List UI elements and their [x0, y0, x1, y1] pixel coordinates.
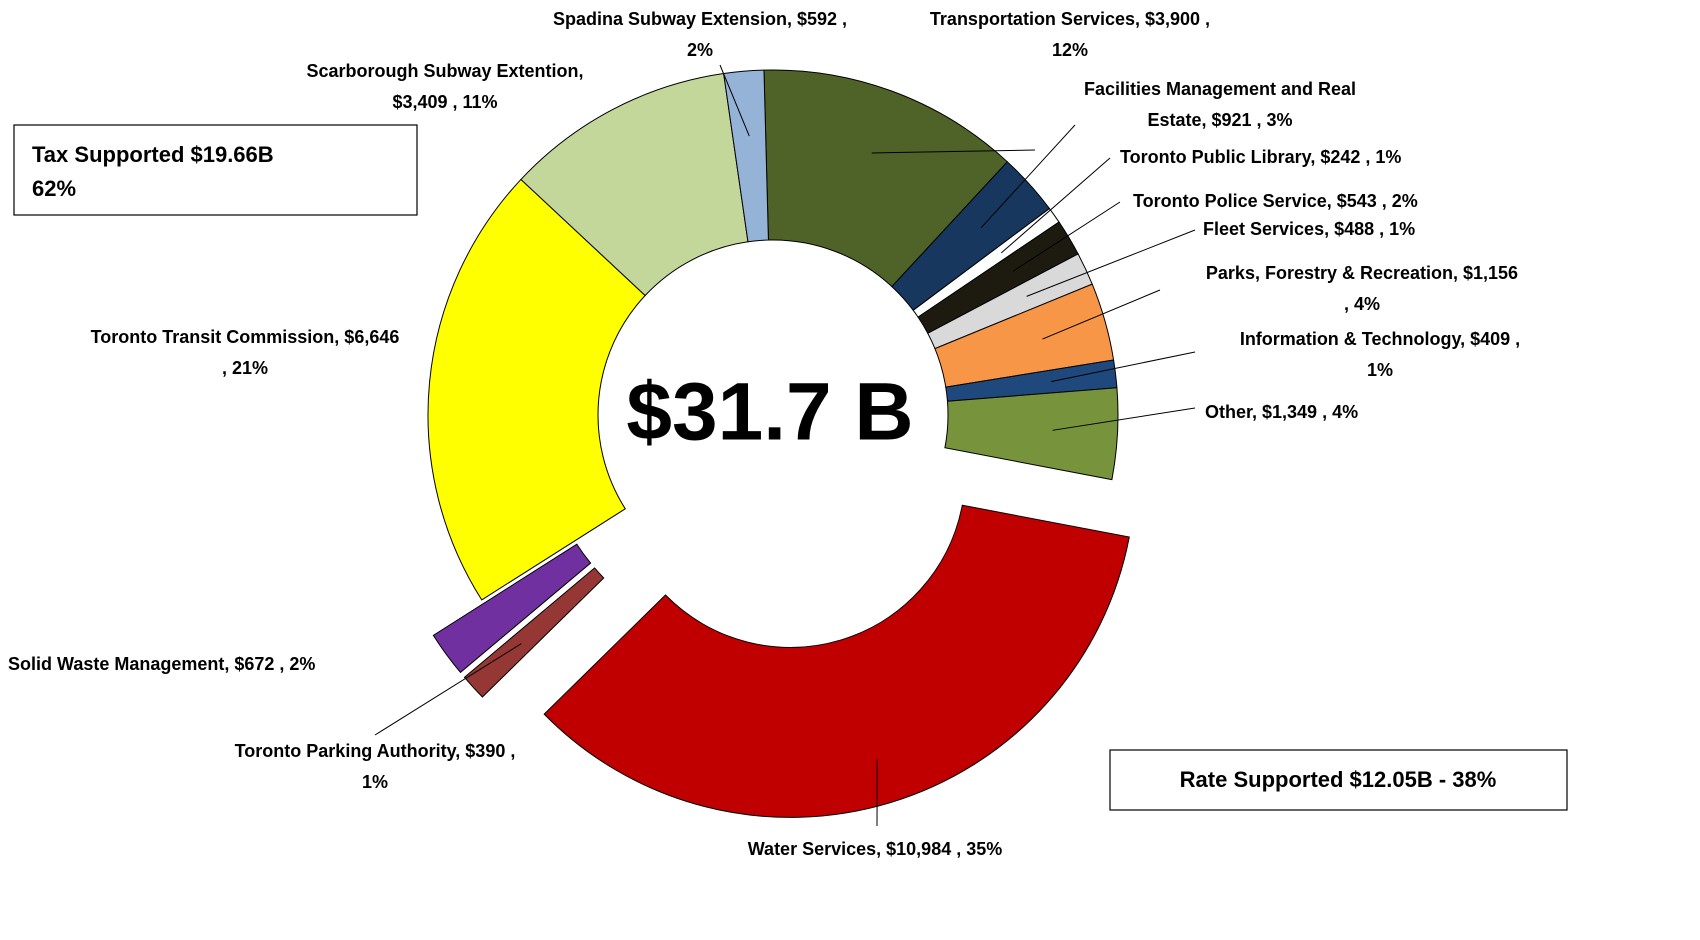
data-label: Water Services, $10,984 , 35% [748, 839, 1003, 859]
data-label: 2% [687, 40, 713, 60]
data-label: Transportation Services, $3,900 , [930, 9, 1210, 29]
data-label: Toronto Transit Commission, $6,646 [91, 327, 400, 347]
data-label: Toronto Public Library, $242 , 1% [1120, 147, 1401, 167]
segment [945, 388, 1118, 480]
segment [544, 505, 1129, 817]
annotation: Rate Supported $12.05B - 38% [1180, 767, 1497, 792]
data-label: Information & Technology, $409 , [1240, 329, 1520, 349]
data-label: 1% [1367, 360, 1393, 380]
data-label: Fleet Services, $488 , 1% [1203, 219, 1415, 239]
data-label: Estate, $921 , 3% [1147, 110, 1292, 130]
data-label: 12% [1052, 40, 1088, 60]
center-label: $31.7 B [626, 367, 913, 458]
data-label: Facilities Management and Real [1084, 79, 1356, 99]
annotation-box [14, 125, 417, 215]
data-label: , 4% [1344, 294, 1380, 314]
data-label: Toronto Police Service, $543 , 2% [1133, 191, 1418, 211]
data-label: Parks, Forestry & Recreation, $1,156 [1206, 263, 1518, 283]
data-label: Toronto Parking Authority, $390 , [235, 741, 516, 761]
data-label: Solid Waste Management, $672 , 2% [8, 654, 315, 674]
data-label: Spadina Subway Extension, $592 , [553, 9, 847, 29]
annotation: Tax Supported $19.66B [32, 142, 274, 167]
data-label: Other, $1,349 , 4% [1205, 402, 1358, 422]
data-label: $3,409 , 11% [392, 92, 497, 112]
data-label: , 21% [222, 358, 268, 378]
data-label: Scarborough Subway Extention, [306, 61, 583, 81]
annotation: 62% [32, 176, 76, 201]
data-label: 1% [362, 772, 388, 792]
